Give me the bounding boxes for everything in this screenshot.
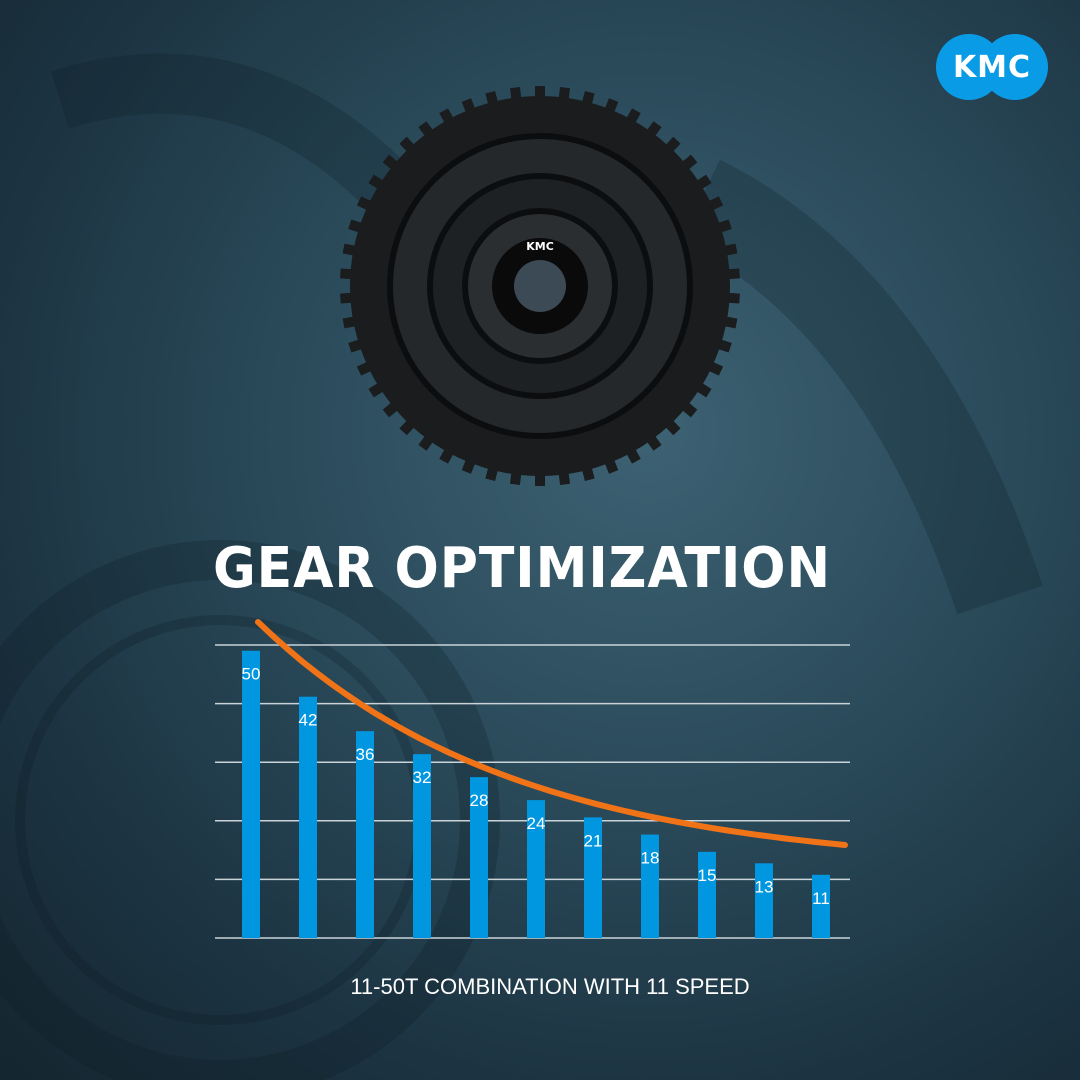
- data-label: 28: [470, 791, 489, 810]
- trend-curve: [255, 619, 848, 848]
- hub-label: KMC: [526, 240, 554, 253]
- data-label: 42: [299, 711, 318, 730]
- data-label: 11: [812, 889, 830, 908]
- data-label: 15: [698, 866, 717, 885]
- data-label: 36: [356, 745, 375, 764]
- cassette-image: KMC: [340, 86, 740, 486]
- bar-50: [242, 650, 260, 938]
- logo-text: KMC: [952, 49, 1032, 85]
- kmc-logo: KMC: [936, 34, 1048, 100]
- bar-18: [641, 834, 659, 938]
- bar-32: [413, 754, 431, 938]
- data-label: 13: [755, 877, 774, 896]
- data-label: 21: [584, 831, 603, 850]
- bar-42: [299, 696, 317, 938]
- x-axis-label: 11-50T COMBINATION WITH 11 SPEED: [350, 974, 750, 999]
- bar-11: [812, 874, 830, 938]
- chart-title: GEAR OPTIMIZATION: [213, 536, 832, 601]
- data-label: 24: [527, 814, 546, 833]
- bar-15: [698, 851, 716, 938]
- data-label: 18: [641, 849, 660, 868]
- data-label: 32: [413, 768, 432, 787]
- bar-21: [584, 817, 602, 938]
- bar-36: [356, 731, 374, 938]
- bar-13: [755, 863, 773, 938]
- data-label: 50: [242, 665, 261, 684]
- bar-24: [527, 800, 545, 938]
- logo-shape: [936, 34, 1048, 100]
- bar-28: [470, 777, 488, 938]
